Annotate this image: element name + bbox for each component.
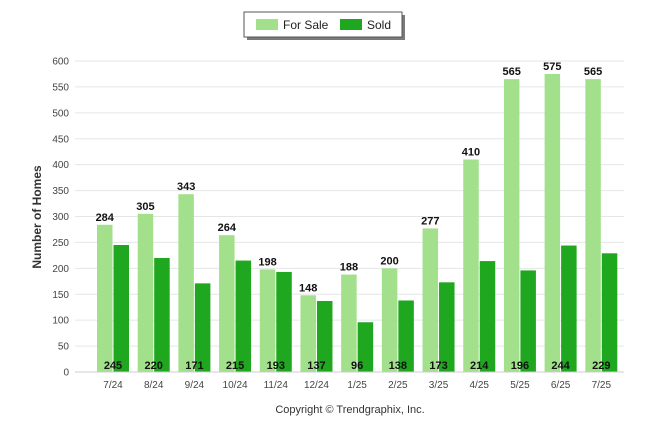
bar-sold	[398, 300, 414, 372]
legend-swatch-sold	[340, 19, 362, 30]
x-tick-label: 7/25	[592, 380, 612, 391]
legend-label-for-sale: For Sale	[283, 18, 329, 32]
legend-swatch-for-sale	[256, 19, 278, 30]
bars	[97, 73, 618, 373]
bar-for-sale	[259, 269, 276, 372]
y-tick-label: 250	[52, 238, 69, 249]
data-label-sold: 229	[592, 360, 610, 372]
bar-sold	[439, 282, 455, 372]
bar-sold	[601, 253, 618, 372]
x-tick-label: 1/25	[347, 380, 367, 391]
data-label-for-sale: 200	[380, 255, 398, 267]
data-label-for-sale: 188	[340, 262, 358, 274]
data-label-sold: 173	[429, 360, 447, 372]
data-label-for-sale: 284	[96, 212, 115, 224]
bar-for-sale	[585, 79, 601, 373]
data-label-for-sale: 575	[543, 61, 561, 73]
bar-sold	[316, 300, 333, 372]
bar-sold	[194, 283, 211, 372]
bar-for-sale	[219, 235, 235, 372]
bar-for-sale	[544, 73, 561, 372]
x-tick-label: 3/25	[429, 380, 449, 391]
data-label-sold: 138	[389, 360, 407, 372]
x-tick-label: 11/24	[264, 380, 289, 391]
data-label-sold: 193	[267, 360, 285, 372]
data-label-sold: 96	[351, 360, 363, 372]
y-axis-title: Number of Homes	[30, 165, 44, 269]
data-label-sold: 171	[185, 360, 203, 372]
y-tick-labels: 0 50 100 150 200 250 300 350 400 450 500 550 600	[52, 57, 69, 379]
x-tick-label: 2/25	[388, 380, 408, 391]
bar-sold	[561, 245, 577, 372]
y-tick-label: 200	[52, 264, 69, 275]
data-label-for-sale: 565	[584, 66, 602, 78]
bar-sold	[479, 261, 496, 372]
y-tick-label: 400	[52, 160, 69, 171]
y-tick-label: 550	[52, 82, 69, 93]
y-tick-label: 600	[52, 57, 69, 68]
y-tick-label: 300	[52, 212, 69, 223]
x-tick-label: 7/24	[103, 380, 123, 391]
x-tick-label: 12/24	[304, 380, 329, 391]
bar-for-sale	[97, 224, 113, 372]
copyright-text: Copyright © Trendgraphix, Inc.	[275, 404, 424, 416]
x-tick-label: 6/25	[551, 380, 571, 391]
x-tick-label: 8/24	[144, 380, 164, 391]
y-tick-label: 50	[58, 342, 70, 353]
bar-sold	[235, 260, 252, 372]
x-tick-label: 5/25	[510, 380, 530, 391]
value-labels: 284 245 305 220 343 171 264 215 198 193 148 137 188 9…	[96, 61, 611, 372]
bar-sold	[113, 245, 129, 372]
data-label-for-sale: 565	[502, 66, 520, 78]
data-label-for-sale: 148	[299, 282, 317, 294]
x-tick-label: 9/24	[185, 380, 205, 391]
data-label-sold: 196	[511, 360, 529, 372]
y-tick-label: 500	[52, 108, 69, 119]
data-label-sold: 215	[226, 360, 244, 372]
bar-for-sale	[422, 228, 439, 372]
y-tick-label: 450	[52, 134, 69, 145]
bar-sold	[276, 271, 292, 372]
bar-sold	[154, 257, 170, 372]
bar-sold	[520, 270, 536, 372]
data-label-for-sale: 343	[177, 181, 195, 193]
bar-for-sale	[381, 268, 398, 372]
bar-for-sale	[503, 79, 520, 373]
bar-for-sale	[178, 194, 194, 372]
bar-for-sale	[300, 295, 316, 372]
legend: For Sale Sold	[243, 11, 405, 40]
y-tick-label: 0	[63, 368, 69, 379]
y-tick-label: 100	[52, 316, 69, 327]
y-tick-label: 150	[52, 290, 69, 301]
data-label-for-sale: 277	[421, 215, 439, 227]
data-label-sold: 220	[145, 360, 163, 372]
data-label-for-sale: 305	[136, 201, 154, 213]
x-tick-label: 10/24	[223, 380, 248, 391]
bar-for-sale	[463, 159, 479, 372]
y-tick-label: 350	[52, 186, 69, 197]
bar-for-sale	[137, 213, 154, 372]
bar-for-sale	[341, 274, 357, 372]
x-tick-labels: 7/24 8/24 9/24 10/24 11/24 12/24 1/25 2/25 3/25 4…	[103, 380, 611, 391]
data-label-for-sale: 410	[462, 146, 480, 158]
data-label-sold: 244	[551, 360, 570, 372]
data-label-sold: 137	[307, 360, 325, 372]
data-label-sold: 245	[104, 360, 122, 372]
legend-label-sold: Sold	[367, 18, 391, 32]
bar-sold	[357, 322, 374, 372]
data-label-for-sale: 264	[218, 222, 237, 234]
data-label-sold: 214	[470, 360, 489, 372]
x-tick-label: 4/25	[469, 380, 489, 391]
data-label-for-sale: 198	[258, 256, 276, 268]
